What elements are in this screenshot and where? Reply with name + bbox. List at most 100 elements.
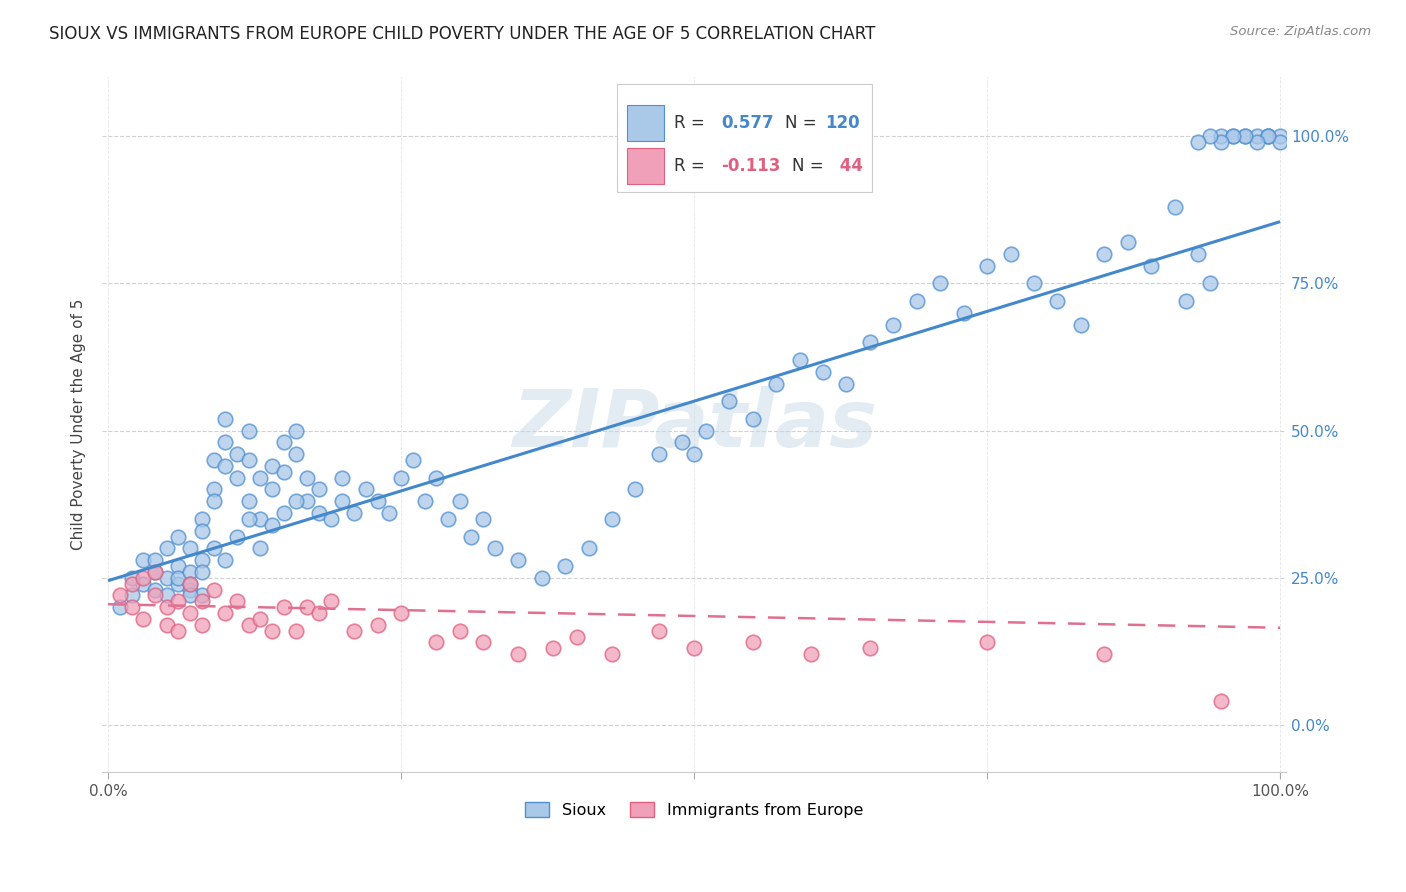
Point (1163, 200, 1185, 214)
Point (284, 494, 307, 508)
Point (179, 606, 201, 620)
Point (1022, 277, 1045, 291)
Point (741, 635, 763, 649)
Point (249, 612, 271, 626)
Point (1175, 294, 1198, 309)
Point (472, 635, 495, 649)
Point (718, 394, 741, 409)
Point (143, 588, 166, 602)
Point (262, 483, 284, 497)
Point (449, 494, 471, 508)
Text: 120: 120 (825, 113, 860, 132)
Point (108, 588, 131, 602)
Point (1268, 129, 1291, 144)
Point (1268, 135, 1291, 149)
Point (343, 506, 366, 520)
Point (273, 506, 295, 520)
Point (472, 512, 495, 526)
Point (578, 541, 600, 556)
Point (179, 576, 201, 591)
Point (1246, 135, 1268, 149)
Point (683, 447, 706, 461)
Point (1222, 129, 1244, 144)
Point (167, 571, 190, 585)
Point (143, 553, 166, 567)
Point (108, 600, 131, 615)
Point (121, 600, 143, 615)
Point (238, 453, 260, 467)
Point (191, 512, 214, 526)
Point (1211, 129, 1233, 144)
Point (554, 558, 576, 573)
Point (1257, 129, 1279, 144)
Point (425, 635, 447, 649)
Point (1092, 647, 1115, 661)
Point (332, 471, 354, 485)
Point (273, 600, 295, 615)
Point (238, 512, 260, 526)
Point (226, 471, 249, 485)
Point (952, 306, 974, 320)
Text: Source: ZipAtlas.com: Source: ZipAtlas.com (1230, 25, 1371, 38)
Point (249, 471, 271, 485)
Point (425, 471, 447, 485)
Point (1222, 129, 1244, 144)
Point (262, 624, 284, 638)
Point (1000, 247, 1022, 261)
Point (882, 318, 904, 332)
Point (624, 483, 647, 497)
Point (249, 512, 271, 526)
FancyBboxPatch shape (627, 104, 665, 141)
Text: R =: R = (673, 113, 710, 132)
Point (284, 447, 307, 461)
Point (449, 624, 471, 638)
Point (1246, 129, 1268, 144)
Point (156, 571, 179, 585)
Point (1198, 277, 1220, 291)
Point (460, 529, 482, 543)
Point (262, 517, 284, 532)
Point (389, 471, 412, 485)
Point (437, 512, 460, 526)
Point (191, 588, 214, 602)
Point (835, 376, 858, 391)
Point (167, 558, 190, 573)
Point (343, 624, 366, 638)
Point (1187, 135, 1209, 149)
Point (1070, 318, 1092, 332)
Point (413, 494, 436, 508)
Point (905, 294, 928, 309)
Point (695, 424, 717, 438)
FancyBboxPatch shape (617, 85, 872, 192)
Point (1211, 694, 1233, 708)
Point (179, 565, 201, 579)
Point (132, 553, 155, 567)
Point (800, 647, 823, 661)
Point (214, 553, 236, 567)
Point (543, 641, 565, 656)
Point (143, 565, 166, 579)
Point (156, 600, 179, 615)
Point (273, 435, 295, 450)
Point (332, 494, 354, 508)
Point (132, 571, 155, 585)
Point (238, 494, 260, 508)
Point (859, 641, 882, 656)
Point (202, 582, 225, 597)
Point (367, 617, 389, 632)
Point (319, 594, 342, 608)
Point (143, 565, 166, 579)
Point (179, 541, 201, 556)
Text: SIOUX VS IMMIGRANTS FROM EUROPE CHILD POVERTY UNDER THE AGE OF 5 CORRELATION CHA: SIOUX VS IMMIGRANTS FROM EUROPE CHILD PO… (49, 25, 876, 43)
Point (226, 447, 249, 461)
Point (202, 541, 225, 556)
Point (765, 376, 787, 391)
Point (741, 412, 763, 426)
Text: N =: N = (793, 157, 830, 176)
Y-axis label: Child Poverty Under the Age of 5: Child Poverty Under the Age of 5 (72, 299, 86, 550)
Point (214, 606, 236, 620)
Point (202, 453, 225, 467)
Point (132, 612, 155, 626)
Point (1187, 247, 1209, 261)
Point (1092, 247, 1115, 261)
